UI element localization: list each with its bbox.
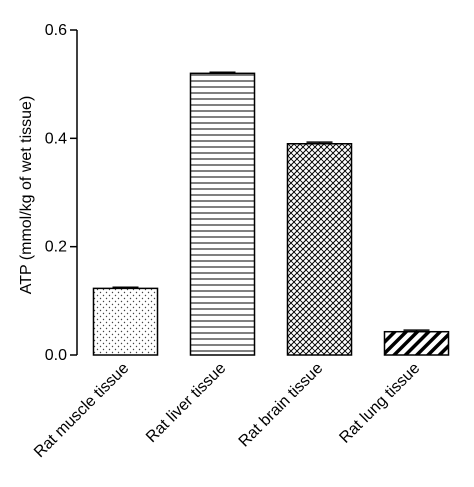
x-category-label: Rat liver tissue: [143, 360, 229, 446]
y-tick-label: 0.2: [45, 239, 67, 256]
bar-group: [92, 286, 159, 356]
x-category-label: Rat lung tissue: [336, 360, 423, 447]
bar: [286, 143, 353, 356]
bar: [383, 330, 450, 356]
y-tick-label: 0.0: [45, 347, 67, 364]
y-tick-label: 0.6: [45, 22, 67, 39]
y-axis: 0.0 0.2 0.4 0.6: [45, 22, 78, 364]
bar-group: [189, 71, 256, 356]
bar-group: [286, 141, 353, 356]
bar: [92, 287, 159, 356]
bar-group: [383, 329, 450, 356]
x-category-label: Rat brain tissue: [236, 360, 327, 451]
y-axis-title: ATP (mmol/kg of wet tissue): [18, 96, 35, 295]
y-tick-label: 0.4: [45, 130, 67, 147]
bars: [92, 71, 450, 356]
x-category-label: Rat muscle tissue: [31, 360, 132, 461]
bar: [189, 72, 256, 356]
x-axis: Rat muscle tissue Rat liver tissue Rat bra…: [31, 360, 423, 461]
